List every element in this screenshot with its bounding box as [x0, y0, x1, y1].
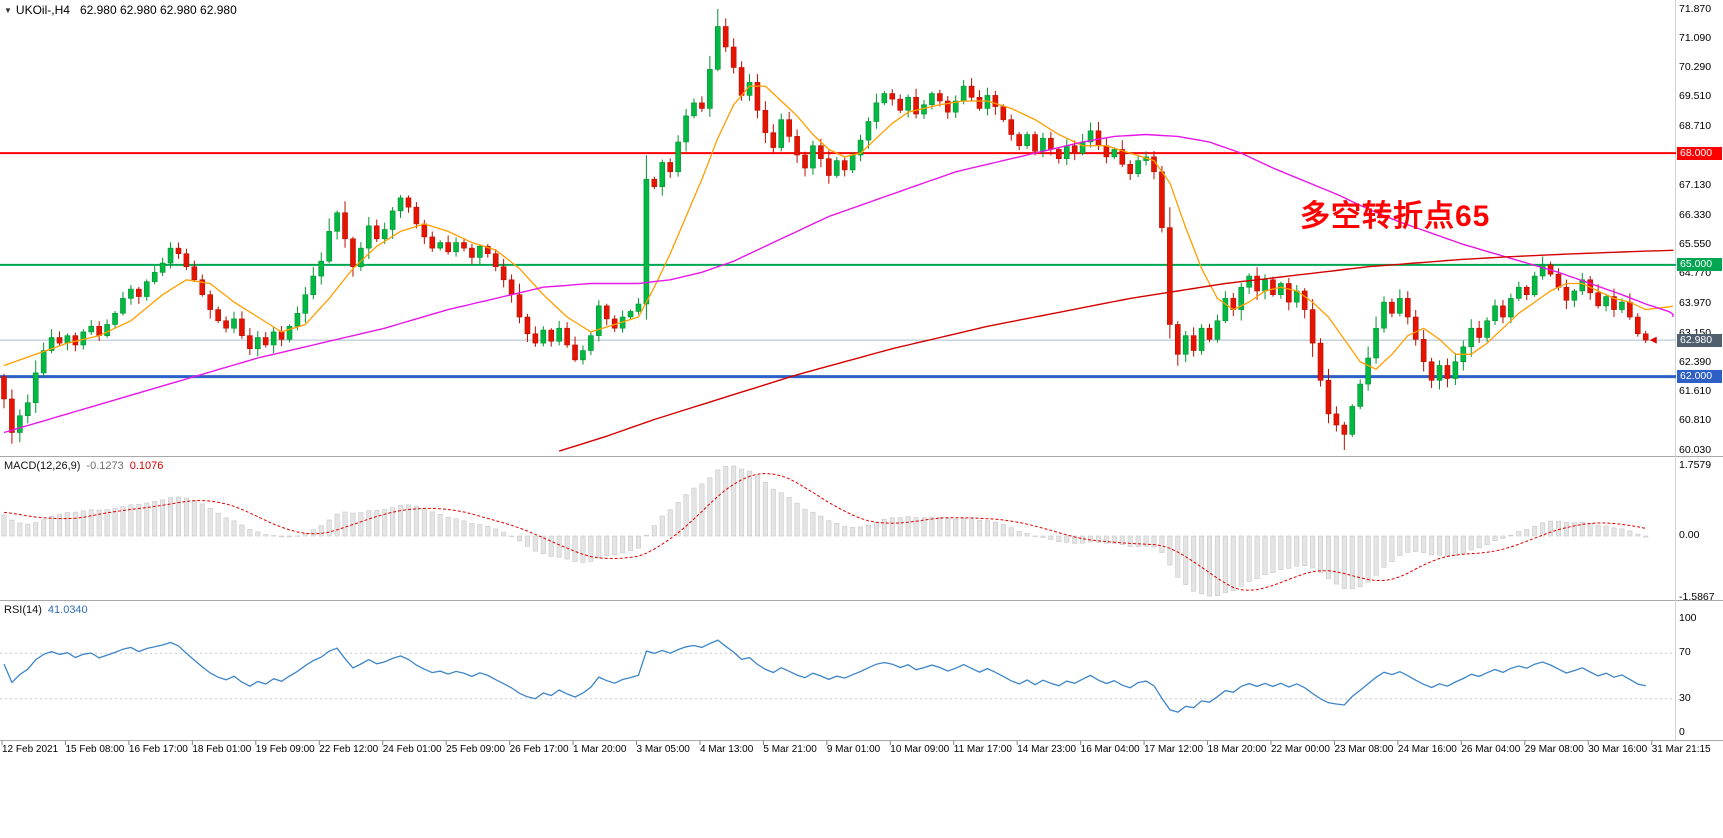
- time-axis-label: 31 Mar 21:15: [1651, 744, 1711, 755]
- rsi-axis-label: 70: [1679, 646, 1691, 658]
- time-axis-label: 24 Feb 01:00: [382, 744, 442, 755]
- macd-signal-value: 0.1076: [129, 460, 164, 472]
- macd-main-value: -0.1273: [86, 460, 124, 472]
- time-axis-label: 10 Mar 09:00: [890, 744, 950, 755]
- price-axis-label: 67.130: [1679, 179, 1712, 192]
- time-axis-label: 23 Mar 08:00: [1334, 744, 1394, 755]
- symbol-timeframe-label: UKOil-,H4: [15, 3, 70, 17]
- time-axis-label: 11 Mar 17:00: [953, 744, 1012, 755]
- mid-ma-line: [3, 133, 1674, 434]
- time-axis-label: 18 Mar 20:00: [1207, 744, 1267, 755]
- slow-ma-line: [558, 249, 1674, 452]
- time-axis-label: 26 Mar 04:00: [1461, 744, 1521, 755]
- current-price-badge: 62.980: [1677, 333, 1722, 347]
- chart-title: ▼ UKOil-,H4 62.980 62.980 62.980 62.980: [4, 3, 237, 17]
- price-axis-label: 61.610: [1679, 384, 1712, 397]
- time-axis-label: 9 Mar 01:00: [826, 744, 881, 755]
- macd-axis-label: 1.7579: [1679, 459, 1712, 471]
- rsi-indicator-label: RSI(14) 41.0340: [4, 604, 88, 616]
- price-axis-label: 70.290: [1679, 61, 1712, 74]
- chart-dropdown-icon[interactable]: ▼: [4, 6, 12, 15]
- time-axis-label: 30 Mar 16:00: [1588, 744, 1648, 755]
- price-axis-label: 66.330: [1679, 208, 1712, 221]
- time-axis-label: 4 Mar 13:00: [699, 744, 754, 755]
- price-axis-label: 71.090: [1679, 31, 1712, 44]
- time-axis-label: 15 Feb 08:00: [65, 744, 125, 755]
- macd-indicator-label: MACD(12,26,9) -0.1273 0.1076: [4, 460, 163, 472]
- price-axis-label: 69.510: [1679, 90, 1712, 103]
- annotation-text[interactable]: 多空转折点65: [1300, 200, 1491, 233]
- price-axis-label: 68.710: [1679, 120, 1712, 133]
- time-axis-label: 18 Feb 01:00: [192, 744, 252, 755]
- price-axis-label: 71.870: [1679, 2, 1712, 15]
- time-axis-label: 25 Feb 09:00: [446, 744, 506, 755]
- hline-price-badge-68000: 68.000: [1677, 146, 1722, 160]
- time-axis-label: 29 Mar 08:00: [1524, 744, 1584, 755]
- rsi-name: RSI(14): [4, 604, 42, 616]
- price-axis-label: 62.390: [1679, 355, 1712, 368]
- time-axis-label: 19 Feb 09:00: [255, 744, 315, 755]
- time-axis-label: 3 Mar 05:00: [636, 744, 690, 755]
- macd-axis-label: -1.5867: [1679, 591, 1715, 603]
- price-axis-label: 60.030: [1679, 443, 1712, 456]
- time-axis-label: 22 Feb 12:00: [319, 744, 379, 755]
- time-axis-label: 24 Mar 16:00: [1397, 744, 1457, 755]
- price-axis-label: 60.810: [1679, 414, 1712, 427]
- fast-ma-line: [3, 85, 1674, 370]
- price-axis-label: 63.970: [1679, 296, 1712, 309]
- hline-price-badge-65000: 65.000: [1677, 258, 1722, 272]
- time-axis-label: 1 Mar 20:00: [573, 744, 627, 755]
- time-axis-label: 17 Mar 12:00: [1144, 744, 1204, 755]
- rsi-value: 41.0340: [47, 604, 88, 616]
- chart-canvas[interactable]: [0, 0, 1723, 760]
- time-axis-label: 22 Mar 00:00: [1271, 744, 1330, 755]
- time-axis-label: 26 Feb 17:00: [509, 744, 569, 755]
- macd-axis-label: 0.00: [1679, 529, 1700, 541]
- rsi-axis-label: 30: [1679, 692, 1691, 704]
- time-axis-label: 5 Mar 21:00: [763, 744, 817, 755]
- ohlc-quote-values: 62.980 62.980 62.980 62.980: [79, 3, 237, 17]
- hline-price-badge-62000: 62.000: [1677, 370, 1722, 384]
- rsi-axis-label: 100: [1679, 612, 1697, 624]
- price-axis-label: 65.550: [1679, 237, 1712, 250]
- time-axis-label: 16 Mar 04:00: [1080, 744, 1140, 755]
- macd-name: MACD(12,26,9): [4, 460, 81, 472]
- time-axis-label: 14 Mar 23:00: [1017, 744, 1077, 755]
- rsi-axis-label: 0: [1679, 726, 1685, 738]
- time-axis-label: 16 Feb 17:00: [128, 744, 188, 755]
- time-axis-label: 12 Feb 2021: [2, 744, 59, 755]
